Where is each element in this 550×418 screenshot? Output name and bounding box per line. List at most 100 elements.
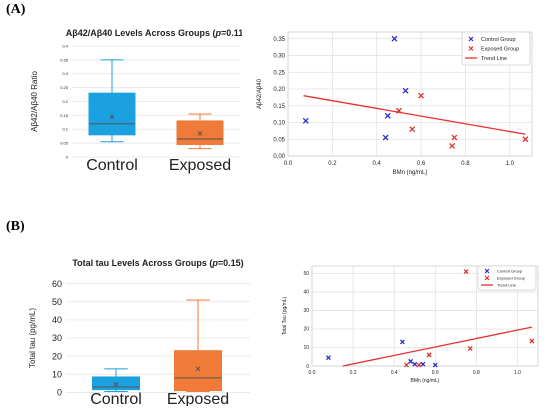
x-tick-label: 0.8 (461, 161, 470, 167)
y-tick-label: 0.10 (273, 121, 285, 127)
data-point (418, 92, 425, 99)
data-point (463, 269, 469, 275)
data-point (451, 134, 458, 141)
y-tick-label: 20 (303, 327, 309, 333)
panel-label-a: (A) (6, 2, 26, 17)
y-tick-label: 0.2 (62, 99, 68, 104)
x-tick-label: 0.2 (350, 370, 357, 376)
x-axis-label: BMn (ng/mL) (393, 170, 428, 176)
x-tick-label: 0.4 (391, 370, 398, 376)
data-point (416, 362, 422, 368)
title-text: Total tau Levels Across Groups ( (72, 258, 212, 268)
y-tick-label: 30 (303, 308, 309, 314)
y-tick-label: 0.25 (60, 85, 69, 90)
x-tick-label: 0.2 (328, 161, 337, 167)
data-point (384, 112, 391, 119)
data-point (412, 361, 418, 367)
data-point (395, 107, 402, 114)
y-axis-label: Aβ42/Aβ40 Ratio (30, 71, 39, 132)
y-tick-label: 0.35 (273, 37, 285, 43)
data-point (402, 87, 409, 94)
x-axis-label: BMn (ng/mL) (411, 378, 440, 384)
title-text-end: =0.15) (218, 258, 244, 268)
y-tick-label: 0.15 (273, 104, 285, 110)
y-tick-label: 0.20 (273, 87, 285, 93)
y-tick-label: 0.25 (273, 70, 285, 76)
data-point (467, 345, 473, 351)
tau-boxplot: Total tau Levels Across Groups (p=0.15) 0… (28, 258, 250, 406)
x-category-label: Control (86, 157, 138, 174)
y-tick-label: 60 (52, 279, 62, 289)
x-tick-label: 0.4 (373, 161, 382, 167)
x-tick-label: 0.6 (432, 370, 439, 376)
y-tick-label: 0.1 (62, 127, 68, 132)
mean-marker (109, 114, 115, 120)
plot-frame (287, 31, 533, 157)
data-point (420, 361, 426, 367)
legend-marker (468, 46, 474, 51)
y-tick-label: 0.3 (62, 71, 68, 76)
legend-label: Trend Line (481, 56, 507, 62)
box-control (92, 376, 140, 391)
y-tick-label: 0 (57, 388, 62, 398)
title-text-end: =0.11) (221, 28, 242, 38)
y-tick-label: 40 (303, 290, 309, 296)
legend-label: Control Group (497, 268, 523, 273)
chart-title: Total tau Levels Across Groups (p=0.15) (72, 258, 243, 268)
legend-label: Trend Line (497, 282, 517, 287)
y-axis-label: Total tau (pg/mL) (28, 308, 37, 368)
data-point (325, 355, 331, 361)
data-point (399, 339, 405, 345)
x-tick-label: 1.0 (514, 370, 521, 376)
chart-title: Aβ42/Aβ40 Levels Across Groups (p=0.11) (66, 28, 242, 38)
title-p: p (211, 258, 218, 268)
x-category-label: Control (90, 391, 142, 406)
y-tick-label: 50 (303, 271, 309, 277)
title-text: Aβ42/Aβ40 Levels Across Groups ( (66, 28, 216, 38)
data-point (404, 362, 409, 368)
data-point (302, 117, 309, 124)
data-point (382, 134, 389, 141)
y-axis-label: Aβ42/Aβ40 (257, 78, 263, 109)
y-tick-label: 0 (66, 154, 69, 159)
legend-marker (484, 268, 490, 274)
data-point (529, 338, 535, 344)
data-point (409, 126, 416, 133)
y-tick-label: 30 (52, 333, 62, 343)
box-control (88, 92, 136, 136)
abeta-scatter: 0.0 0.2 0.4 0.6 0.8 1.0 0.00 0.05 0.10 0.15 0.20 0.… (257, 31, 533, 176)
y-tick-label: 0 (306, 364, 309, 370)
y-tick-label: 10 (52, 369, 62, 379)
data-point (426, 352, 432, 358)
x-tick-label: 1.0 (506, 161, 515, 167)
x-tick-label: 0.8 (473, 370, 480, 376)
mean-marker (197, 131, 203, 136)
y-tick-label: 50 (52, 297, 62, 307)
legend-box (461, 31, 531, 66)
legend-marker (468, 36, 474, 42)
y-tick-label: 0.00 (273, 154, 285, 160)
x-tick-label: 0.6 (417, 161, 426, 167)
data-point (408, 358, 414, 364)
y-tick-label: 0.4 (62, 43, 68, 48)
y-tick-label: 20 (52, 351, 62, 361)
abeta-boxplot: Aβ42/Aβ40 Levels Across Groups (p=0.11) 0… (30, 28, 242, 174)
legend-label: Control Group (481, 37, 516, 43)
legend-label: Exposed Group (497, 275, 526, 280)
data-point (522, 136, 529, 143)
x-tick-label: 0.0 (309, 370, 316, 376)
tau-scatter: 0.0 0.2 0.4 0.6 0.8 1.0 0 10 20 30 40 50 BMn (ng/mL)… (282, 265, 539, 384)
y-tick-label: 0.30 (273, 54, 285, 60)
x-category-label: Exposed (167, 391, 229, 406)
panel-label-b: (B) (6, 219, 25, 234)
data-point (449, 142, 456, 149)
legend-marker (484, 275, 490, 281)
data-point (391, 35, 398, 42)
y-tick-label: 10 (303, 345, 309, 351)
legend-box (477, 265, 537, 291)
x-category-label: Exposed (169, 157, 231, 174)
trend-line (342, 326, 532, 367)
mean-marker (113, 381, 119, 387)
title-p: p (214, 28, 221, 38)
y-tick-label: 0.05 (273, 137, 285, 143)
